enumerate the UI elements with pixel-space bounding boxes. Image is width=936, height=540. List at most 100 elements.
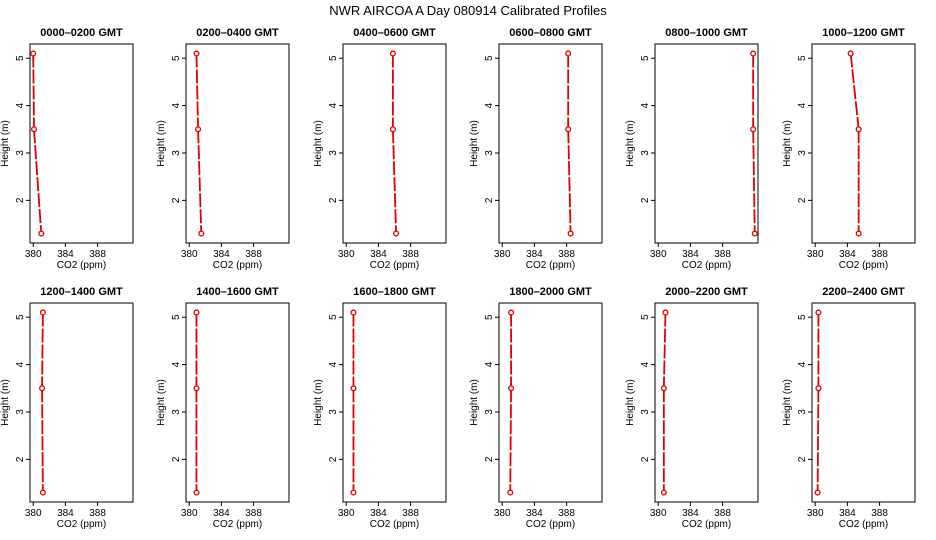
y-tick-label: 4 <box>484 102 495 108</box>
y-tick-label: 5 <box>797 55 808 61</box>
data-point <box>193 50 200 57</box>
plot-frame <box>342 43 447 244</box>
y-axis-label: Height (m) <box>156 379 167 426</box>
x-tick-label: 384 <box>370 508 387 519</box>
x-tick-label: 380 <box>25 508 42 519</box>
y-tick-label: 4 <box>328 102 339 108</box>
plot-frame <box>29 302 134 503</box>
main-title: NWR AIRCOA A Day 080914 Calibrated Profi… <box>329 3 607 18</box>
x-tick-label: 384 <box>839 508 856 519</box>
data-point <box>39 309 46 316</box>
data-point <box>855 230 862 237</box>
plot-frame <box>498 302 603 503</box>
y-tick-label: 2 <box>640 456 651 462</box>
y-tick-label: 4 <box>640 102 651 108</box>
data-point <box>847 50 854 57</box>
x-tick-label: 380 <box>25 249 42 260</box>
panel-title: 0600–0800 GMT <box>509 27 592 39</box>
data-point <box>567 230 574 237</box>
data-point <box>350 489 357 496</box>
x-axis-label: CO2 (ppm) <box>370 519 419 530</box>
y-tick-label: 4 <box>171 102 182 108</box>
x-tick-label: 388 <box>871 249 888 260</box>
x-tick-label: 388 <box>558 508 575 519</box>
data-point <box>508 309 515 316</box>
y-tick-label: 2 <box>484 197 495 203</box>
profile-segment <box>41 312 44 389</box>
y-axis-label: Height (m) <box>156 120 167 167</box>
x-tick-label: 384 <box>682 508 699 519</box>
data-point <box>565 126 572 133</box>
y-tick-label: 2 <box>797 197 808 203</box>
data-point <box>565 50 572 57</box>
y-tick-label: 2 <box>797 456 808 462</box>
y-tick-label: 4 <box>797 102 808 108</box>
y-tick-label: 5 <box>484 55 495 61</box>
data-point <box>389 126 396 133</box>
x-axis-label: CO2 (ppm) <box>526 260 575 271</box>
y-tick-label: 2 <box>484 456 495 462</box>
data-point <box>193 489 200 496</box>
x-tick-label: 384 <box>682 249 699 260</box>
x-tick-label: 380 <box>650 249 667 260</box>
y-tick-label: 2 <box>171 197 182 203</box>
x-tick-label: 380 <box>494 508 511 519</box>
x-tick-label: 380 <box>181 508 198 519</box>
x-tick-label: 388 <box>402 508 419 519</box>
x-tick-label: 380 <box>807 508 824 519</box>
y-tick-label: 4 <box>797 361 808 367</box>
data-point <box>30 50 37 57</box>
data-point <box>750 50 757 57</box>
x-tick-label: 388 <box>558 249 575 260</box>
x-tick-label: 380 <box>650 508 667 519</box>
y-tick-label: 2 <box>15 197 26 203</box>
y-tick-label: 4 <box>171 361 182 367</box>
panel-title: 1800–2000 GMT <box>509 286 592 298</box>
x-axis-label: CO2 (ppm) <box>839 260 888 271</box>
y-axis-label: Height (m) <box>625 379 636 426</box>
plot-frame <box>185 302 290 503</box>
x-tick-label: 388 <box>402 249 419 260</box>
profile-segment <box>849 53 860 130</box>
data-point <box>507 489 514 496</box>
profile-segment <box>197 129 203 234</box>
data-point <box>193 309 200 316</box>
plot-frame <box>654 43 759 244</box>
data-point <box>350 309 357 316</box>
y-axis-label: Height (m) <box>625 120 636 167</box>
panel-title: 1200–1400 GMT <box>40 286 123 298</box>
y-tick-label: 3 <box>171 150 182 156</box>
y-tick-label: 2 <box>328 197 339 203</box>
plot-frame <box>29 43 134 244</box>
panel-title: 1000–1200 GMT <box>822 27 905 39</box>
y-axis-label: Height (m) <box>782 379 793 426</box>
y-tick-label: 5 <box>484 314 495 320</box>
x-tick-label: 388 <box>89 508 106 519</box>
y-tick-label: 5 <box>171 55 182 61</box>
profile-segment <box>195 53 199 130</box>
y-axis-label: Height (m) <box>313 379 324 426</box>
x-axis-label: CO2 (ppm) <box>370 260 419 271</box>
data-point <box>751 230 758 237</box>
data-point <box>38 230 45 237</box>
y-tick-label: 5 <box>640 55 651 61</box>
x-tick-label: 380 <box>338 508 355 519</box>
x-tick-label: 380 <box>494 249 511 260</box>
x-tick-label: 388 <box>714 508 731 519</box>
data-point <box>662 309 669 316</box>
plot-frame <box>185 43 290 244</box>
profile-segment <box>41 388 44 493</box>
panel-title: 2200–2400 GMT <box>822 286 905 298</box>
y-tick-label: 2 <box>328 456 339 462</box>
y-axis-label: Height (m) <box>0 120 11 167</box>
y-tick-label: 2 <box>15 456 26 462</box>
y-tick-label: 4 <box>15 361 26 367</box>
x-tick-label: 384 <box>370 249 387 260</box>
y-tick-label: 5 <box>640 314 651 320</box>
